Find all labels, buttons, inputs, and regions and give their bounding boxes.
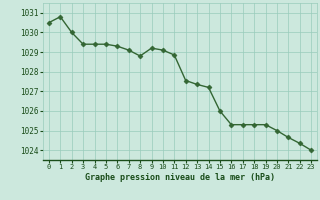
X-axis label: Graphe pression niveau de la mer (hPa): Graphe pression niveau de la mer (hPa) <box>85 173 275 182</box>
